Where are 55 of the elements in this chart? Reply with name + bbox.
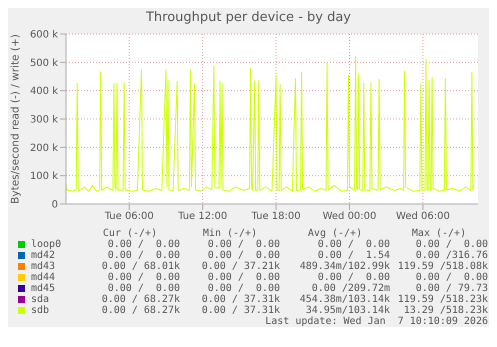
- legend-label: loop0: [31, 239, 62, 250]
- text: 0.00 / 0.00: [206, 250, 280, 261]
- legend-label: sdb: [31, 305, 50, 316]
- y-tick-label: 400 k: [30, 86, 58, 98]
- x-tick-label: Wed 06:00: [396, 211, 450, 222]
- y-axis-title: Bytes/second read (-) / write (+): [10, 34, 22, 204]
- text: 0.00 /209.72m: [310, 283, 390, 294]
- text: 0.00 / 0.00: [414, 239, 488, 250]
- text: Cur (-/+): [102, 228, 158, 239]
- text: 489.34m/102.99k: [298, 261, 390, 272]
- text: Max (-/+): [410, 228, 468, 239]
- text: 0.00 / 0.00: [106, 250, 180, 261]
- text: 0.00 / 37.31k: [200, 305, 280, 316]
- legend-label: md43: [31, 261, 56, 272]
- text: 0.00 / 0.00: [106, 239, 180, 250]
- legend-label: md44: [31, 272, 56, 283]
- text: 0.00 / 68.01k: [100, 261, 180, 272]
- text: 0.00 / 68.27k: [100, 305, 180, 316]
- text: Avg (-/+): [306, 228, 364, 239]
- text: 454.38m/103.14k: [298, 294, 390, 305]
- text: 0.00 / 0.00: [316, 272, 390, 283]
- legend-label: sda: [31, 294, 50, 305]
- y-tick-label: 0: [52, 200, 58, 211]
- text: 119.59 /518.08k: [396, 261, 488, 272]
- text: 0.00 / 0.00: [206, 283, 280, 294]
- text: 0.00 / 1.54: [316, 250, 390, 261]
- y-tick-label: 600 k: [30, 30, 58, 41]
- y-tick-label: 200 k: [30, 142, 58, 154]
- y-tick-label: 100 k: [30, 171, 58, 182]
- x-tick-label: Tue 18:00: [250, 211, 301, 222]
- x-tick-label: Tue 06:00: [104, 211, 154, 222]
- text: 0.00 / 0.00: [414, 272, 488, 283]
- text: 0.00 / 37.31k: [200, 294, 280, 305]
- text: 0.00 / 68.27k: [100, 294, 180, 305]
- y-tick-label: 500 k: [30, 58, 58, 69]
- text: 119.59 /518.23k: [396, 294, 488, 305]
- line-series: [66, 56, 474, 192]
- legend-label: md42: [31, 250, 56, 261]
- legend-label: md45: [31, 283, 56, 294]
- x-tick-label: Wed 00:00: [322, 211, 376, 222]
- text: 0.00 /316.76: [414, 250, 488, 261]
- text: 0.00 / 79.73: [414, 283, 488, 294]
- text: 0.00 / 0.00: [316, 239, 390, 250]
- text: 13.29 /518.23k: [402, 305, 488, 316]
- text: 0.00 / 0.00: [106, 283, 180, 294]
- text: 0.00 / 0.00: [106, 272, 180, 283]
- text: 0.00 / 0.00: [206, 272, 280, 283]
- y-tick-label: 300 k: [30, 114, 58, 126]
- text: 0.00 / 0.00: [206, 239, 280, 250]
- text: Last update: Wed Jan 7 10:10:09 2026: [264, 316, 488, 327]
- text: 0.00 / 37.21k: [200, 261, 280, 272]
- x-tick-label: Tue 12:00: [177, 211, 228, 222]
- text: 34.95m/103.14k: [304, 305, 390, 316]
- chart-title: Throughput per device - by day: [144, 10, 352, 25]
- text: Min (-/+): [202, 228, 258, 239]
